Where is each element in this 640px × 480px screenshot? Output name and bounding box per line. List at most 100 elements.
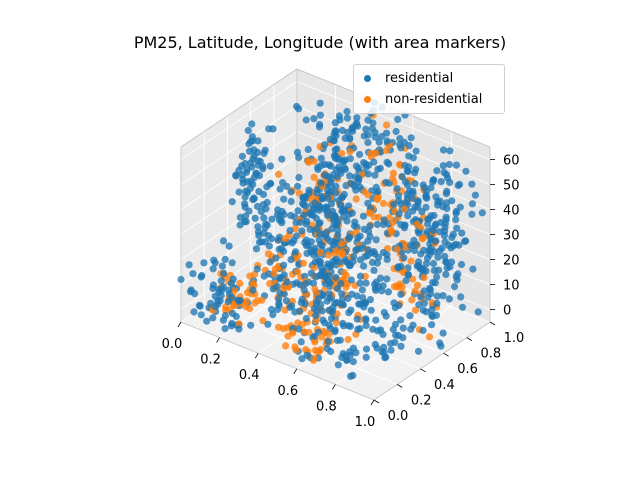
point-non-residential (229, 301, 237, 309)
point-residential (384, 288, 392, 296)
point-non-residential (305, 158, 313, 166)
point-residential (412, 240, 421, 249)
point-residential (456, 203, 464, 211)
point-residential (454, 270, 462, 278)
pane-edge (180, 68, 298, 148)
point-residential (324, 194, 332, 203)
point-residential (313, 300, 321, 308)
point-residential (344, 294, 352, 302)
point-residential (394, 263, 402, 271)
point-non-residential (310, 173, 318, 181)
point-residential (309, 205, 317, 213)
point-residential (332, 273, 340, 282)
point-residential (349, 358, 357, 366)
point-residential (353, 114, 361, 122)
point-residential (341, 207, 349, 215)
point-non-residential (246, 304, 254, 313)
point-residential (234, 296, 242, 304)
point-non-residential (393, 245, 401, 253)
point-residential (302, 220, 310, 228)
point-residential (329, 207, 337, 215)
point-residential (428, 306, 436, 314)
point-residential (429, 178, 437, 186)
point-residential (420, 246, 428, 254)
point-residential (257, 207, 265, 216)
z-tick-label: 40 (503, 204, 520, 219)
point-non-residential (310, 354, 318, 362)
point-residential (276, 185, 284, 193)
point-residential (378, 132, 386, 141)
point-residential (372, 316, 380, 324)
point-non-residential (275, 170, 283, 178)
point-residential (346, 322, 354, 330)
point-residential (343, 217, 351, 225)
point-residential (374, 187, 382, 196)
point-residential (317, 179, 325, 187)
point-residential (275, 299, 283, 308)
point-residential (397, 316, 405, 324)
point-residential (362, 353, 370, 361)
point-residential (282, 297, 290, 305)
point-residential (253, 148, 262, 156)
point-non-residential (310, 157, 318, 165)
point-residential (211, 259, 219, 267)
z-tick-label: 0 (503, 304, 511, 319)
point-non-residential (372, 149, 380, 157)
point-residential (302, 202, 310, 210)
point-residential (306, 225, 314, 233)
point-residential (401, 161, 409, 170)
point-residential (250, 194, 258, 202)
point-residential (245, 147, 254, 155)
point-residential (209, 314, 217, 322)
point-non-residential (379, 199, 388, 208)
point-residential (287, 211, 295, 219)
point-non-residential (400, 205, 408, 213)
point-residential (277, 245, 286, 253)
point-residential (323, 172, 332, 180)
point-residential (238, 152, 246, 160)
point-residential (353, 292, 361, 300)
point-residential (427, 212, 435, 220)
point-residential (325, 290, 333, 298)
point-residential (360, 132, 368, 140)
point-residential (442, 270, 450, 278)
point-residential (247, 321, 255, 329)
point-residential (254, 161, 262, 169)
point-residential (375, 138, 383, 146)
point-residential (378, 287, 386, 295)
point-residential (430, 266, 438, 274)
point-residential (217, 277, 225, 285)
point-residential (417, 293, 425, 301)
point-residential (462, 167, 470, 175)
point-residential (290, 236, 298, 244)
point-residential (219, 237, 228, 245)
point-residential (244, 126, 252, 135)
point-residential (379, 248, 388, 257)
point-residential (316, 240, 324, 249)
point-non-residential (274, 323, 283, 331)
point-residential (374, 165, 382, 173)
point-non-residential (420, 273, 428, 282)
point-residential (333, 145, 341, 153)
point-residential (469, 265, 477, 273)
point-residential (400, 254, 408, 262)
point-residential (442, 258, 450, 266)
point-residential (379, 220, 388, 229)
point-residential (322, 228, 330, 237)
point-residential (338, 193, 347, 201)
point-residential (267, 179, 275, 188)
y-tick-mark (466, 337, 473, 341)
y-tick-label: 0.0 (388, 409, 409, 424)
point-residential (371, 171, 379, 179)
point-residential (373, 344, 381, 352)
point-residential (395, 197, 403, 205)
point-residential (242, 218, 250, 226)
x-tick-mark (293, 368, 298, 375)
x-tick-mark (332, 384, 336, 390)
point-residential (327, 162, 335, 170)
point-residential (337, 300, 345, 308)
point-residential (254, 223, 262, 231)
point-residential (349, 257, 357, 266)
point-non-residential (375, 213, 383, 221)
point-residential (249, 286, 257, 294)
